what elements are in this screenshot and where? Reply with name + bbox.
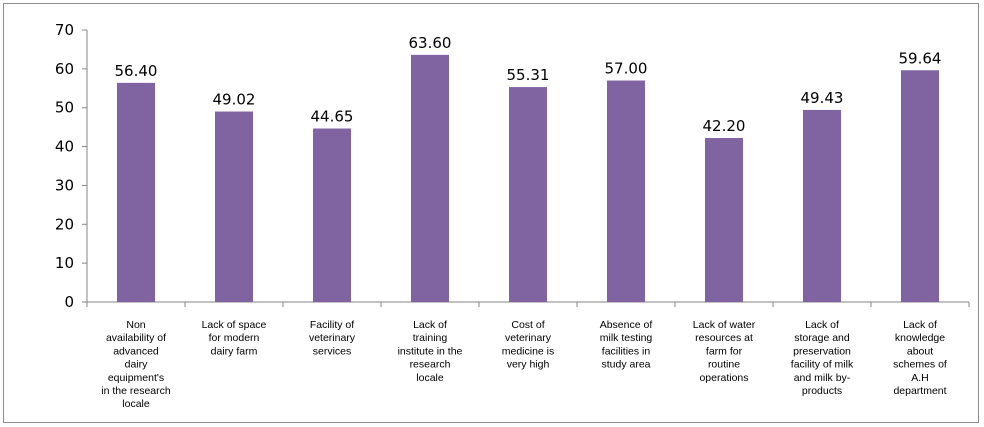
category-label-line: routine [708, 359, 740, 371]
category-label-line: preservation [793, 345, 851, 357]
bar [803, 109, 841, 303]
category-label-line: Non [126, 319, 145, 331]
bars [117, 54, 939, 303]
chart-frame: 0 10 20 30 40 50 60 70 56.40 Non availability of a… [3, 3, 979, 423]
category-label: Non availability of advanced dairy equipment… [101, 319, 171, 410]
category-label-line: Lack of [805, 319, 839, 331]
category-label-line: about [907, 345, 933, 357]
category-label: Facility of veterinary services [309, 319, 356, 357]
category-label-line: very high [507, 359, 550, 371]
data-label: 57.00 [605, 60, 648, 78]
category-label: Lack of training institute in the research l… [398, 319, 463, 384]
category-label-line: Lack of water [693, 319, 756, 331]
y-tick-label: 60 [55, 60, 74, 78]
labels: 56.40 Non availability of advanced dairy equi… [101, 34, 947, 410]
category-label-line: equipment's [108, 372, 164, 384]
bar [607, 80, 645, 302]
category-label: Cost of veterinary medicine is very high [502, 319, 555, 371]
category-label-line: facilities in [602, 345, 651, 357]
y-tick-label: 40 [55, 138, 74, 156]
category-label-line: veterinary [309, 332, 356, 344]
category-label-line: operations [699, 372, 748, 384]
category-label-line: Lack of [413, 319, 447, 331]
category-label-line: dairy farm [211, 345, 258, 357]
y-tick-label: 0 [64, 293, 74, 311]
category-label: Lack of knowledge about schemes of A.H depart… [893, 319, 947, 397]
y-tick-label: 50 [55, 99, 74, 117]
category-label-line: facility of milk [791, 359, 854, 371]
category-label: Lack of space for modern dairy farm [202, 319, 267, 357]
category-label-line: and milk by- [794, 372, 851, 384]
category-label-line: milk testing [600, 332, 653, 344]
category-label-line: farm for [706, 345, 743, 357]
category-label-line: Cost of [511, 319, 544, 331]
category-label-line: storage and [794, 332, 850, 344]
data-label: 55.31 [507, 66, 550, 84]
data-label: 42.20 [703, 117, 746, 135]
bar [509, 87, 547, 302]
data-label: 59.64 [899, 49, 942, 67]
category-label-line: medicine is [502, 345, 555, 357]
category-label-line: Lack of space [202, 319, 267, 331]
data-label: 44.65 [311, 108, 354, 126]
category-label-line: products [802, 385, 842, 397]
category-label-line: locale [122, 398, 150, 410]
bar [901, 70, 939, 302]
data-label: 49.43 [801, 89, 844, 107]
data-label: 63.60 [409, 34, 452, 52]
category-label-line: institute in the [398, 345, 463, 357]
y-tick-label: 30 [55, 176, 74, 194]
category-label-line: A.H [911, 372, 929, 384]
category-label-line: for modern [209, 332, 260, 344]
category-label-line: training [413, 332, 448, 344]
category-label-line: veterinary [505, 332, 552, 344]
category-label: Absence of milk testing facilities in study… [600, 319, 653, 371]
bar [705, 138, 743, 302]
category-label-line: resources at [695, 332, 753, 344]
category-label-line: research [410, 359, 451, 371]
bar [215, 111, 253, 303]
category-label-line: in the research [101, 385, 171, 397]
category-label-line: dairy [125, 359, 149, 371]
category-label-line: knowledge [895, 332, 945, 344]
category-label-line: locale [416, 372, 444, 384]
bar [313, 128, 351, 302]
category-label-line: Absence of [600, 319, 653, 331]
category-label: Lack of water resources at farm for routine… [693, 319, 756, 384]
category-label-line: availability of [106, 332, 166, 344]
data-label: 49.02 [213, 91, 256, 109]
category-label: Lack of storage and preservation facility o… [791, 319, 854, 397]
category-label-line: services [313, 345, 352, 357]
data-label: 56.40 [115, 62, 158, 80]
bar [411, 54, 449, 302]
category-label-line: advanced [113, 345, 159, 357]
y-tick-label: 70 [55, 21, 74, 39]
category-label-line: Lack of [903, 319, 937, 331]
y-tick-label: 20 [55, 215, 74, 233]
category-label-line: department [893, 385, 946, 397]
y-tick-label: 10 [55, 254, 74, 272]
category-label-line: Facility of [310, 319, 354, 331]
bar [117, 82, 155, 303]
category-label-line: study area [601, 359, 650, 371]
category-label-line: schemes of [893, 359, 947, 371]
